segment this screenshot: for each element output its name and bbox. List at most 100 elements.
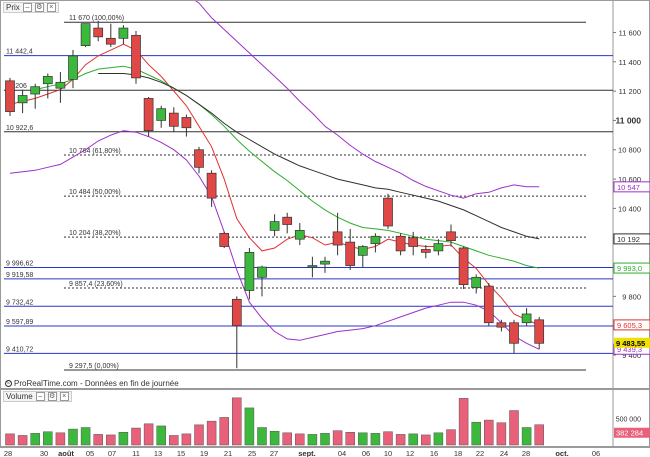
candle[interactable]	[534, 316, 545, 350]
volume-bar[interactable]	[534, 424, 544, 446]
candle[interactable]	[345, 228, 356, 270]
volume-bar[interactable]	[55, 432, 66, 446]
candle[interactable]	[458, 246, 469, 290]
volume-bar[interactable]	[269, 430, 280, 446]
candle[interactable]	[446, 224, 456, 247]
volume-bar[interactable]	[358, 432, 368, 446]
candle[interactable]	[420, 245, 431, 259]
candle[interactable]	[42, 73, 53, 99]
candle[interactable]	[370, 233, 381, 253]
candle[interactable]	[307, 256, 318, 278]
volume-chart[interactable]: 500 000 382 284	[1, 390, 650, 448]
candle[interactable]	[68, 50, 78, 89]
candle[interactable]	[206, 170, 217, 207]
candle[interactable]	[433, 239, 444, 256]
volume-bar[interactable]	[496, 422, 507, 446]
candle[interactable]	[156, 105, 167, 128]
candle[interactable]	[282, 212, 293, 234]
volume-bar[interactable]	[257, 427, 267, 446]
candle[interactable]	[294, 223, 305, 246]
volume-panel[interactable]: Volume – ⚙ × 500 000 382 284	[0, 389, 650, 448]
volume-bar[interactable]	[408, 433, 418, 446]
close-icon[interactable]: ×	[46, 3, 56, 12]
volume-bar[interactable]	[156, 425, 166, 446]
volume-bar[interactable]	[43, 431, 53, 446]
volume-bar[interactable]	[370, 433, 381, 446]
collapse-icon[interactable]: –	[22, 3, 32, 12]
candle[interactable]	[521, 308, 532, 326]
volume-bar[interactable]	[219, 417, 229, 446]
candle[interactable]	[105, 23, 116, 48]
price-chart[interactable]: 11 600 11 400 11 200 11 000 10 800 10 600 10 4…	[1, 1, 650, 390]
candle[interactable]	[168, 107, 179, 133]
volume-bar[interactable]	[345, 432, 355, 446]
volume-bar[interactable]	[244, 407, 255, 446]
candle[interactable]	[55, 72, 66, 103]
candle[interactable]	[17, 89, 28, 114]
candle[interactable]	[118, 25, 129, 45]
volume-bar[interactable]	[295, 433, 305, 446]
candle[interactable]	[509, 319, 519, 354]
price-panel[interactable]: Prix – ⚙ × 11 600 11 400 11 200 11 000 10 80…	[0, 0, 650, 390]
candle[interactable]	[395, 233, 406, 256]
volume-bar[interactable]	[106, 434, 116, 446]
settings-icon[interactable]: ⚙	[47, 392, 57, 401]
settings-icon[interactable]: ⚙	[34, 3, 44, 12]
volume-bar[interactable]	[509, 410, 519, 446]
volume-bar[interactable]	[232, 397, 242, 446]
date-label: 30	[40, 449, 48, 457]
candle[interactable]	[471, 274, 482, 294]
price-panel-tab[interactable]: Prix – ⚙ ×	[3, 2, 59, 13]
candle[interactable]	[181, 114, 192, 137]
volume-bar[interactable]	[30, 433, 40, 446]
candle[interactable]	[257, 265, 267, 297]
volume-bar[interactable]	[446, 429, 456, 446]
candle[interactable]	[219, 231, 230, 248]
candle[interactable]	[143, 96, 154, 137]
volume-panel-tab[interactable]: Volume – ⚙ ×	[3, 391, 72, 402]
volume-bar[interactable]	[320, 433, 330, 446]
volume-bar[interactable]	[5, 433, 15, 446]
volume-bar[interactable]	[421, 434, 431, 446]
candle[interactable]	[194, 146, 204, 174]
candle[interactable]	[269, 214, 280, 237]
volume-bar[interactable]	[181, 433, 192, 446]
volume-bar[interactable]	[143, 423, 154, 446]
volume-bar[interactable]	[169, 435, 179, 446]
volume-bar[interactable]	[282, 432, 292, 446]
volume-bar[interactable]	[118, 432, 129, 446]
collapse-icon[interactable]: –	[35, 392, 45, 401]
candle[interactable]	[30, 83, 41, 109]
candle[interactable]	[244, 247, 255, 300]
volume-bar[interactable]	[395, 434, 406, 446]
candle[interactable]	[231, 296, 242, 369]
candle[interactable]	[383, 193, 393, 229]
volume-bar[interactable]	[206, 420, 217, 446]
volume-bar[interactable]	[521, 427, 532, 446]
candle[interactable]	[496, 319, 507, 332]
volume-bar[interactable]	[471, 421, 481, 446]
volume-bar[interactable]	[332, 430, 343, 446]
candle[interactable]	[131, 30, 141, 84]
volume-bar[interactable]	[194, 424, 204, 446]
candle[interactable]	[93, 20, 104, 42]
candle[interactable]	[5, 77, 15, 117]
volume-bar[interactable]	[131, 427, 141, 446]
candle[interactable]	[357, 245, 368, 268]
volume-bar[interactable]	[484, 419, 494, 446]
candle[interactable]	[332, 212, 343, 256]
volume-bar[interactable]	[433, 432, 444, 446]
candle[interactable]	[408, 231, 419, 256]
volume-bar[interactable]	[17, 435, 28, 446]
volume-bar[interactable]	[307, 434, 318, 446]
date-label: 11	[132, 449, 140, 457]
volume-bar[interactable]	[93, 434, 103, 446]
candle[interactable]	[80, 23, 91, 48]
volume-bar[interactable]	[383, 431, 393, 446]
candle[interactable]	[483, 283, 494, 326]
volume-bar[interactable]	[80, 427, 91, 446]
volume-bar[interactable]	[68, 428, 78, 446]
candle[interactable]	[320, 256, 330, 273]
volume-bar[interactable]	[458, 398, 469, 446]
close-icon[interactable]: ×	[59, 392, 69, 401]
